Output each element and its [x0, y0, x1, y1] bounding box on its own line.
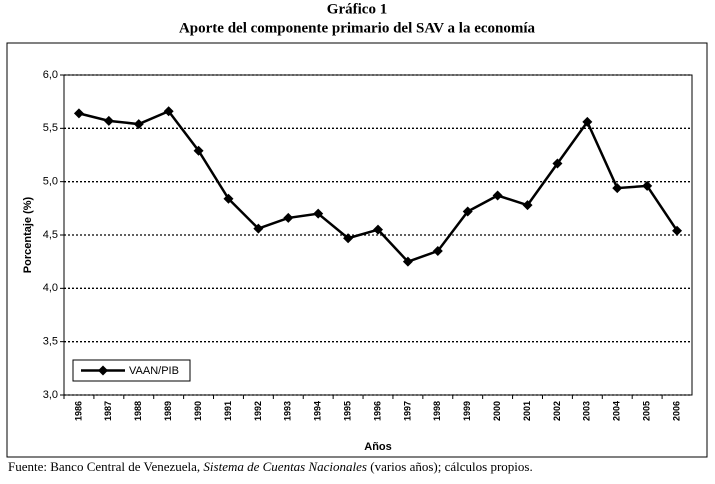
data-point	[283, 212, 294, 223]
data-point	[133, 119, 144, 130]
y-axis-label: Porcentaje (%)	[22, 196, 34, 273]
x-tick-label: 1986	[73, 401, 83, 421]
y-tick-label: 3,0	[43, 389, 58, 401]
x-tick-label: 2000	[492, 401, 502, 421]
data-point	[103, 115, 114, 126]
data-point	[253, 223, 264, 234]
x-tick-label: 1997	[402, 401, 412, 421]
data-point	[552, 158, 563, 169]
source-suffix: (varios años); cálculos propios.	[367, 459, 533, 474]
data-point	[73, 108, 84, 119]
data-point	[462, 206, 473, 217]
chart-title: Gráfico 1	[327, 1, 387, 17]
x-tick-label: 1995	[342, 401, 352, 421]
x-tick-label: 1993	[283, 401, 293, 421]
series-line	[78, 109, 679, 264]
data-point	[373, 224, 383, 235]
data-point	[163, 106, 174, 117]
x-tick-label: 1991	[223, 401, 233, 421]
x-tick-label: 1994	[313, 401, 323, 421]
x-axis-label: Años	[364, 441, 392, 453]
x-tick-label: 1992	[253, 401, 263, 421]
x-tick-label: 1998	[432, 401, 442, 421]
data-point	[343, 233, 354, 244]
y-tick-label: 5,5	[43, 122, 58, 134]
x-tick-label: 2003	[582, 401, 592, 421]
chart-subtitle: Aporte del componente primario del SAV a…	[179, 20, 536, 36]
y-tick-label: 4,5	[43, 229, 58, 241]
x-tick-label: 1989	[163, 401, 173, 421]
x-tick-label: 1988	[133, 401, 143, 421]
x-tick-label: 2006	[671, 401, 681, 421]
y-tick-label: 3,5	[43, 336, 58, 348]
data-point	[642, 180, 653, 191]
x-tick-label: 2004	[612, 401, 622, 421]
chart-frame	[6, 42, 708, 458]
y-tick-label: 4,0	[43, 282, 58, 294]
data-point	[612, 183, 623, 194]
legend-marker	[98, 365, 108, 376]
data-point	[313, 208, 324, 219]
source-italic: Sistema de Cuentas Nacionales	[203, 459, 367, 474]
data-point	[672, 225, 683, 236]
x-tick-label: 2001	[522, 401, 532, 421]
x-tick-label: 1990	[193, 401, 203, 421]
x-tick-label: 1987	[103, 401, 113, 421]
plot-area	[63, 74, 693, 396]
x-tick-label: 2005	[642, 401, 652, 421]
legend-box	[72, 359, 191, 382]
source-prefix: Fuente: Banco Central de Venezuela,	[8, 459, 203, 474]
x-tick-label: 2002	[552, 401, 562, 421]
data-point	[492, 190, 503, 201]
y-tick-label: 6,0	[43, 69, 58, 81]
source-note: Fuente: Banco Central de Venezuela, Sist…	[8, 459, 533, 474]
legend-label: VAAN/PIB	[129, 365, 179, 377]
data-point	[522, 200, 533, 211]
y-tick-label: 5,0	[43, 176, 58, 188]
x-tick-label: 1996	[372, 401, 382, 421]
data-point	[193, 145, 204, 156]
data-point	[432, 246, 443, 256]
data-point	[223, 193, 234, 204]
x-tick-label: 1999	[462, 401, 472, 421]
data-point	[402, 256, 413, 267]
data-point	[582, 116, 593, 127]
